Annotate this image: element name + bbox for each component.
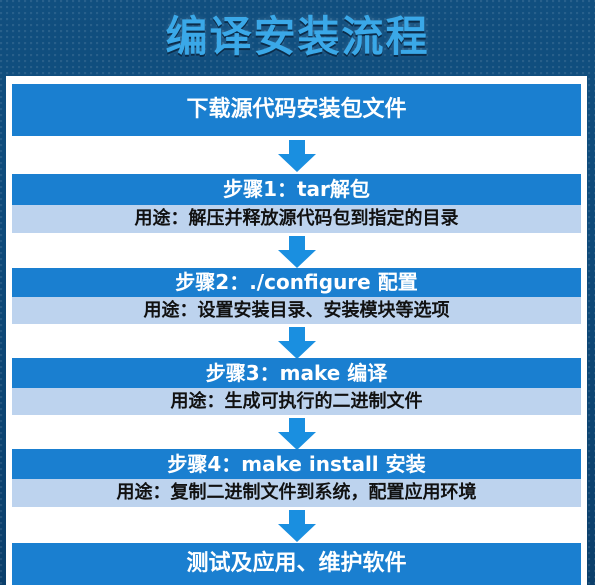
step-3-purpose: 用途：生成可执行的二进制文件 — [12, 388, 581, 415]
step-4-label: 步骤4：make install 安装 — [167, 452, 426, 476]
step-1-purpose: 用途：解压并释放源代码包到指定的目录 — [12, 205, 581, 233]
step-2-purpose: 用途：设置安装目录、安装模块等选项 — [12, 297, 581, 324]
step-1-label: 步骤1：tar解包 — [223, 177, 370, 201]
step-4-purpose-text: 用途：复制二进制文件到系统，配置应用环境 — [116, 482, 477, 503]
step-1-purpose-text: 用途：解压并释放源代码包到指定的目录 — [134, 208, 459, 229]
step-4-purpose: 用途：复制二进制文件到系统，配置应用环境 — [12, 479, 581, 507]
flow-end-label: 测试及应用、维护软件 — [186, 551, 407, 576]
flow-start-box: 下载源代码安装包文件 — [12, 84, 581, 136]
down-arrow-icon — [278, 327, 316, 359]
step-2-purpose-text: 用途：设置安装目录、安装模块等选项 — [143, 300, 450, 321]
step-3-box: 步骤3：make 编译 — [12, 358, 581, 388]
flow-end-box: 测试及应用、维护软件 — [12, 543, 581, 585]
step-3-label: 步骤3：make 编译 — [205, 361, 388, 385]
down-arrow-icon — [278, 510, 316, 542]
step-2-box: 步骤2：./configure 配置 — [12, 268, 581, 297]
down-arrow-icon — [278, 418, 316, 450]
step-3-purpose-text: 用途：生成可执行的二进制文件 — [170, 391, 423, 412]
step-4-box: 步骤4：make install 安装 — [12, 449, 581, 479]
down-arrow-icon — [278, 140, 316, 172]
flow-start-label: 下载源代码安装包文件 — [186, 97, 407, 122]
down-arrow-icon — [278, 236, 316, 268]
page-title: 编译安装流程 — [165, 12, 430, 61]
step-2-label: 步骤2：./configure 配置 — [175, 270, 418, 294]
step-1-box: 步骤1：tar解包 — [12, 174, 581, 205]
